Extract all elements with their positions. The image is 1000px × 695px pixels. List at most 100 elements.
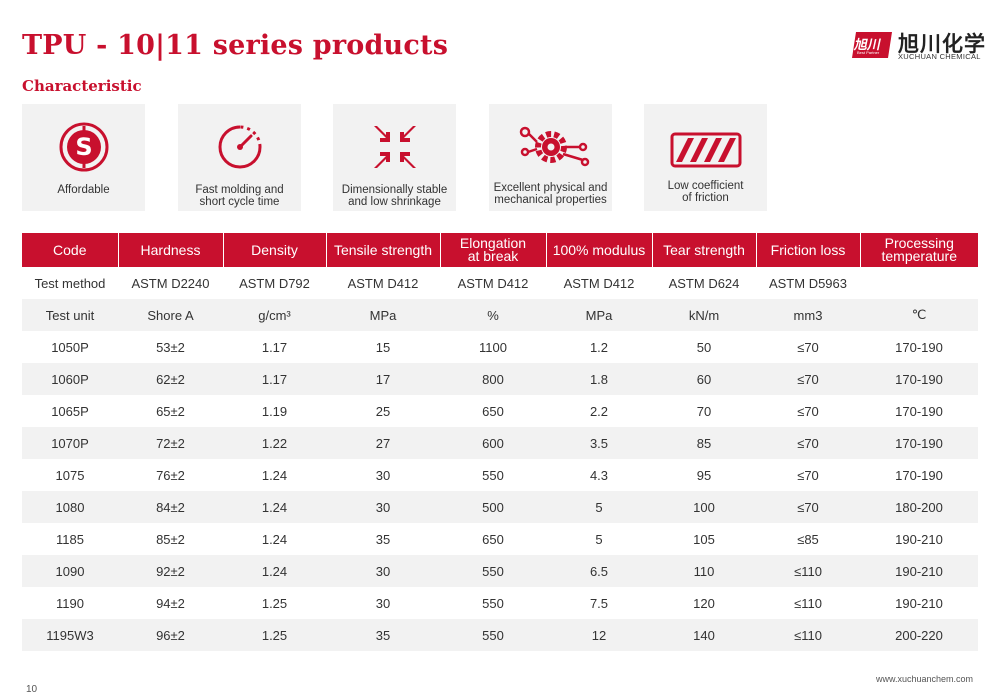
hazard-stripes-icon bbox=[670, 132, 741, 168]
table-cell: 190-210 bbox=[860, 555, 978, 587]
header-elongation: Elongation at break bbox=[440, 233, 547, 267]
brand-name-en: XUCHUAN CHEMICAL bbox=[898, 52, 981, 61]
table-cell: ≤110 bbox=[756, 619, 860, 651]
feature-label: Fast molding and short cycle time bbox=[195, 184, 284, 208]
table-cell: ASTM D792 bbox=[239, 275, 310, 291]
table-cell: 1.17 bbox=[223, 363, 326, 395]
page-number: 10 bbox=[26, 684, 38, 695]
table-cell: 4.3 bbox=[589, 467, 609, 483]
table-cell: 1185 bbox=[56, 531, 84, 547]
table-cell: 2.2 bbox=[589, 403, 609, 419]
table-cell: 65±2 bbox=[156, 403, 185, 419]
feature-label: Affordable bbox=[57, 184, 110, 196]
table-cell: 550 bbox=[482, 467, 504, 483]
table-cell: 1.25 bbox=[261, 595, 288, 611]
brand-logo: 旭川 Best Partner 旭川化学 XUCHUAN CHEMICAL bbox=[852, 30, 985, 61]
table-cell: 5 bbox=[546, 491, 652, 523]
feature-card-fast-molding: Fast molding and short cycle time bbox=[178, 104, 301, 211]
table-cell: 170-190 bbox=[895, 403, 943, 419]
table-cell: 85 bbox=[652, 427, 756, 459]
table-cell: 170-190 bbox=[895, 467, 943, 483]
table-cell: 1065P bbox=[51, 403, 89, 419]
table-cell: 30 bbox=[375, 595, 391, 611]
table-cell: 1.24 bbox=[261, 467, 288, 483]
header-modulus: 100% modulus bbox=[546, 233, 653, 267]
table-cell: ≤70 bbox=[797, 339, 819, 355]
table-cell: 62±2 bbox=[118, 363, 223, 395]
table-cell: ≤70 bbox=[756, 363, 860, 395]
table-cell: 3.5 bbox=[546, 427, 652, 459]
table-cell: 500 bbox=[440, 491, 546, 523]
table-cell: ≤70 bbox=[756, 427, 860, 459]
table-cell: ASTM D412 bbox=[457, 275, 529, 291]
table-cell: 35 bbox=[326, 619, 440, 651]
table-cell: 170-190 bbox=[860, 427, 978, 459]
feature-label: Low coefficient of friction bbox=[667, 180, 744, 204]
table-cell: 120 bbox=[693, 595, 715, 611]
table-row: 1080 84±2 1.24 30 500 5 100 ≤70 180-200 bbox=[22, 491, 978, 523]
table-row: 1050P 53±2 1.17 15 1100 1.2 50 ≤70 170-190 bbox=[22, 331, 978, 363]
footer-url: www.xuchuanchem.com bbox=[876, 674, 974, 684]
feature-card-low-friction: Low coefficient of friction bbox=[644, 104, 767, 211]
table-cell: ≤85 bbox=[797, 531, 819, 547]
table-cell: 1090 bbox=[22, 555, 118, 587]
table-cell: 84±2 bbox=[118, 491, 223, 523]
table-cell: 1.24 bbox=[223, 555, 326, 587]
table-cell: 140 bbox=[652, 619, 756, 651]
table-cell: 650 bbox=[482, 403, 504, 419]
table-cell: ASTM D2240 bbox=[131, 275, 210, 291]
svg-text:S: S bbox=[75, 133, 92, 161]
table-cell: ASTM D412 bbox=[347, 275, 419, 291]
table-cell: 600 bbox=[440, 427, 546, 459]
table-cell: 1.8 bbox=[546, 363, 652, 395]
feature-card-dimensional-stability: Dimensionally stable and low shrinkage bbox=[333, 104, 456, 211]
table-cell: 110 bbox=[652, 555, 756, 587]
table-cell: 1195W3 bbox=[22, 619, 118, 651]
feature-card-affordable: S Affordable bbox=[22, 104, 145, 211]
table-cell: 190-210 bbox=[895, 595, 943, 611]
table-cell: ≤70 bbox=[756, 491, 860, 523]
table-cell: 1050P bbox=[51, 339, 89, 355]
table-cell: 1.24 bbox=[261, 531, 288, 547]
table-cell: 6.5 bbox=[546, 555, 652, 587]
table-header-row: Code Hardness Density Tensile strength E… bbox=[22, 233, 978, 267]
table-cell: 1.25 bbox=[223, 619, 326, 651]
table-cell: 35 bbox=[375, 531, 391, 547]
table-cell: 50 bbox=[696, 339, 712, 355]
table-cell: 1.24 bbox=[223, 491, 326, 523]
table-cell: ≤110 bbox=[756, 555, 860, 587]
table-cell: 1100 bbox=[479, 339, 507, 355]
table-cell: 1075 bbox=[55, 467, 85, 483]
table-cell: 1.22 bbox=[223, 427, 326, 459]
table-cell: 25 bbox=[375, 403, 391, 419]
table-row: 1070P 72±2 1.22 27 600 3.5 85 ≤70 170-190 bbox=[22, 427, 978, 459]
table-cell: 100 bbox=[652, 491, 756, 523]
table-cell: 105 bbox=[693, 531, 715, 547]
table-cell: ASTM D5963 bbox=[768, 275, 848, 291]
table-cell: 12 bbox=[546, 619, 652, 651]
table-cell: 96±2 bbox=[118, 619, 223, 651]
table-cell: 170-190 bbox=[860, 363, 978, 395]
table-cell: 72±2 bbox=[118, 427, 223, 459]
product-spec-table: Code Hardness Density Tensile strength E… bbox=[22, 233, 978, 651]
header-tensile-strength: Tensile strength bbox=[326, 233, 441, 267]
table-cell: 95 bbox=[696, 467, 712, 483]
table-cell: 180-200 bbox=[860, 491, 978, 523]
table-row: 1195W3 96±2 1.25 35 550 12 140 ≤110 200-220 bbox=[22, 619, 978, 651]
table-cell: 94±2 bbox=[156, 595, 185, 611]
brand-name-cn: 旭川化学 bbox=[898, 32, 986, 56]
table-cell: kN/m bbox=[652, 299, 756, 331]
table-cell: Test method bbox=[34, 275, 106, 291]
table-cell: ≤70 bbox=[797, 467, 819, 483]
feature-label: Excellent physical and mechanical proper… bbox=[493, 182, 608, 206]
table-cell: 200-220 bbox=[860, 619, 978, 651]
header-code: Code bbox=[22, 233, 119, 267]
table-cell: g/cm³ bbox=[223, 299, 326, 331]
table-cell: mm3 bbox=[756, 299, 860, 331]
table-row: 1065P 65±2 1.19 25 650 2.2 70 ≤70 170-190 bbox=[22, 395, 978, 427]
shrink-arrows-icon bbox=[373, 126, 416, 168]
table-cell: 170-190 bbox=[895, 339, 943, 355]
table-cell: 800 bbox=[440, 363, 546, 395]
header-processing-temperature: Processing temperature bbox=[860, 233, 978, 267]
table-cell: Shore A bbox=[118, 299, 223, 331]
